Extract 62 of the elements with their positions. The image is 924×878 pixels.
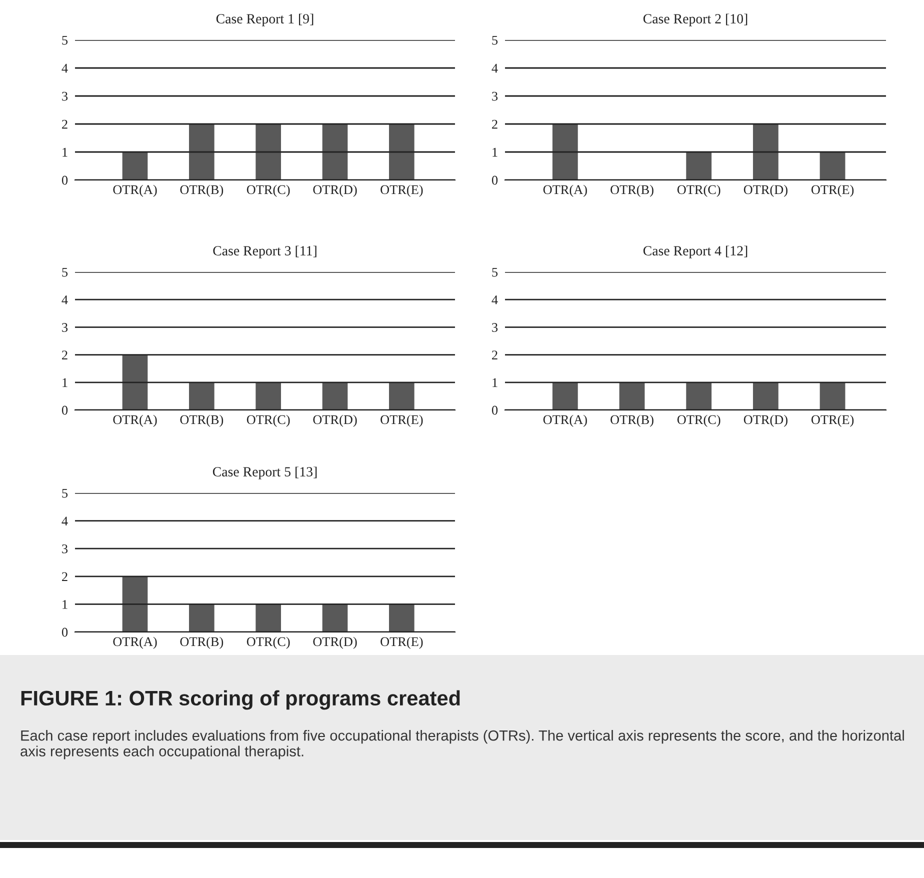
x-tick-label: OTR(B) [610, 184, 654, 197]
x-tick-label: OTR(C) [246, 636, 290, 649]
x-tick-label: OTR(B) [180, 414, 224, 427]
x-tick-label: OTR(A) [113, 184, 157, 197]
text: Each case report includes evaluations from five occupational therapists (OTRs). The vertical axis represents the score, and the horizontal axis represents each occupational therapist. [20, 730, 904, 760]
y-tick-label: 3 [62, 544, 68, 554]
y-tick-label: 1 [62, 600, 68, 609]
y-tick-label: 2 [62, 350, 68, 360]
chart-title: Case Report 1 [9] [216, 14, 314, 26]
y-tick-label: 3 [492, 92, 498, 101]
y-tick-label: 0 [492, 176, 498, 185]
x-tick-label: OTR(C) [246, 414, 290, 427]
x-tick-label: OTR(B) [180, 184, 224, 197]
x-tick-label: OTR(D) [313, 636, 357, 649]
x-tick-label: OTR(C) [246, 184, 290, 197]
chart-title: Case Report 2 [10] [643, 14, 748, 26]
x-tick-label: OTR(B) [610, 414, 654, 427]
x-tick-label: OTR(C) [677, 184, 720, 197]
y-tick-label: 4 [62, 295, 68, 304]
y-tick-label: 3 [492, 323, 498, 332]
x-tick-label: OTR(D) [744, 184, 788, 197]
x-tick-label: OTR(E) [380, 184, 423, 197]
y-tick-label: 5 [492, 36, 498, 45]
x-tick-label: OTR(A) [113, 636, 157, 649]
x-tick-label: OTR(E) [811, 184, 854, 197]
y-tick-label: 4 [62, 64, 68, 73]
y-tick-label: 4 [62, 516, 68, 526]
x-tick-label: OTR(B) [180, 636, 224, 649]
y-tick-label: 3 [62, 92, 68, 101]
y-tick-label: 2 [492, 120, 498, 129]
x-tick-label: OTR(E) [380, 414, 423, 427]
caption: FIGURE 1: OTR scoring of programs created [21, 690, 460, 710]
y-tick-label: 2 [62, 572, 68, 581]
x-tick-label: OTR(A) [113, 414, 157, 427]
x-tick-label: OTR(C) [677, 414, 720, 427]
y-tick-label: 1 [62, 148, 68, 157]
y-tick-label: 5 [62, 488, 68, 498]
x-tick-label: OTR(A) [543, 414, 587, 427]
y-tick-label: 1 [62, 378, 68, 387]
x-tick-label: OTR(E) [380, 636, 423, 649]
chart-title: Case Report 4 [12] [643, 246, 748, 258]
y-tick-label: 1 [492, 148, 498, 157]
y-tick-label: 4 [492, 64, 498, 73]
y-tick-label: 0 [62, 406, 68, 415]
y-tick-label: 1 [492, 378, 498, 387]
y-tick-label: 0 [62, 628, 68, 637]
y-tick-label: 5 [492, 268, 498, 277]
x-tick-label: OTR(D) [313, 414, 357, 427]
y-tick-label: 0 [62, 176, 68, 185]
x-tick-label: OTR(A) [543, 184, 587, 197]
y-tick-label: 0 [492, 406, 498, 415]
y-tick-label: 2 [62, 120, 68, 129]
x-tick-label: OTR(D) [744, 414, 788, 427]
chart-title: Case Report 5 [13] [212, 466, 317, 480]
y-tick-label: 3 [62, 323, 68, 332]
y-tick-label: 5 [62, 36, 68, 45]
y-tick-label: 2 [492, 350, 498, 360]
y-tick-label: 5 [62, 268, 68, 277]
x-tick-label: OTR(E) [811, 414, 854, 427]
chart-title: Case Report 3 [11] [213, 246, 316, 258]
y-tick-label: 4 [492, 295, 498, 304]
x-tick-label: OTR(D) [313, 184, 357, 197]
